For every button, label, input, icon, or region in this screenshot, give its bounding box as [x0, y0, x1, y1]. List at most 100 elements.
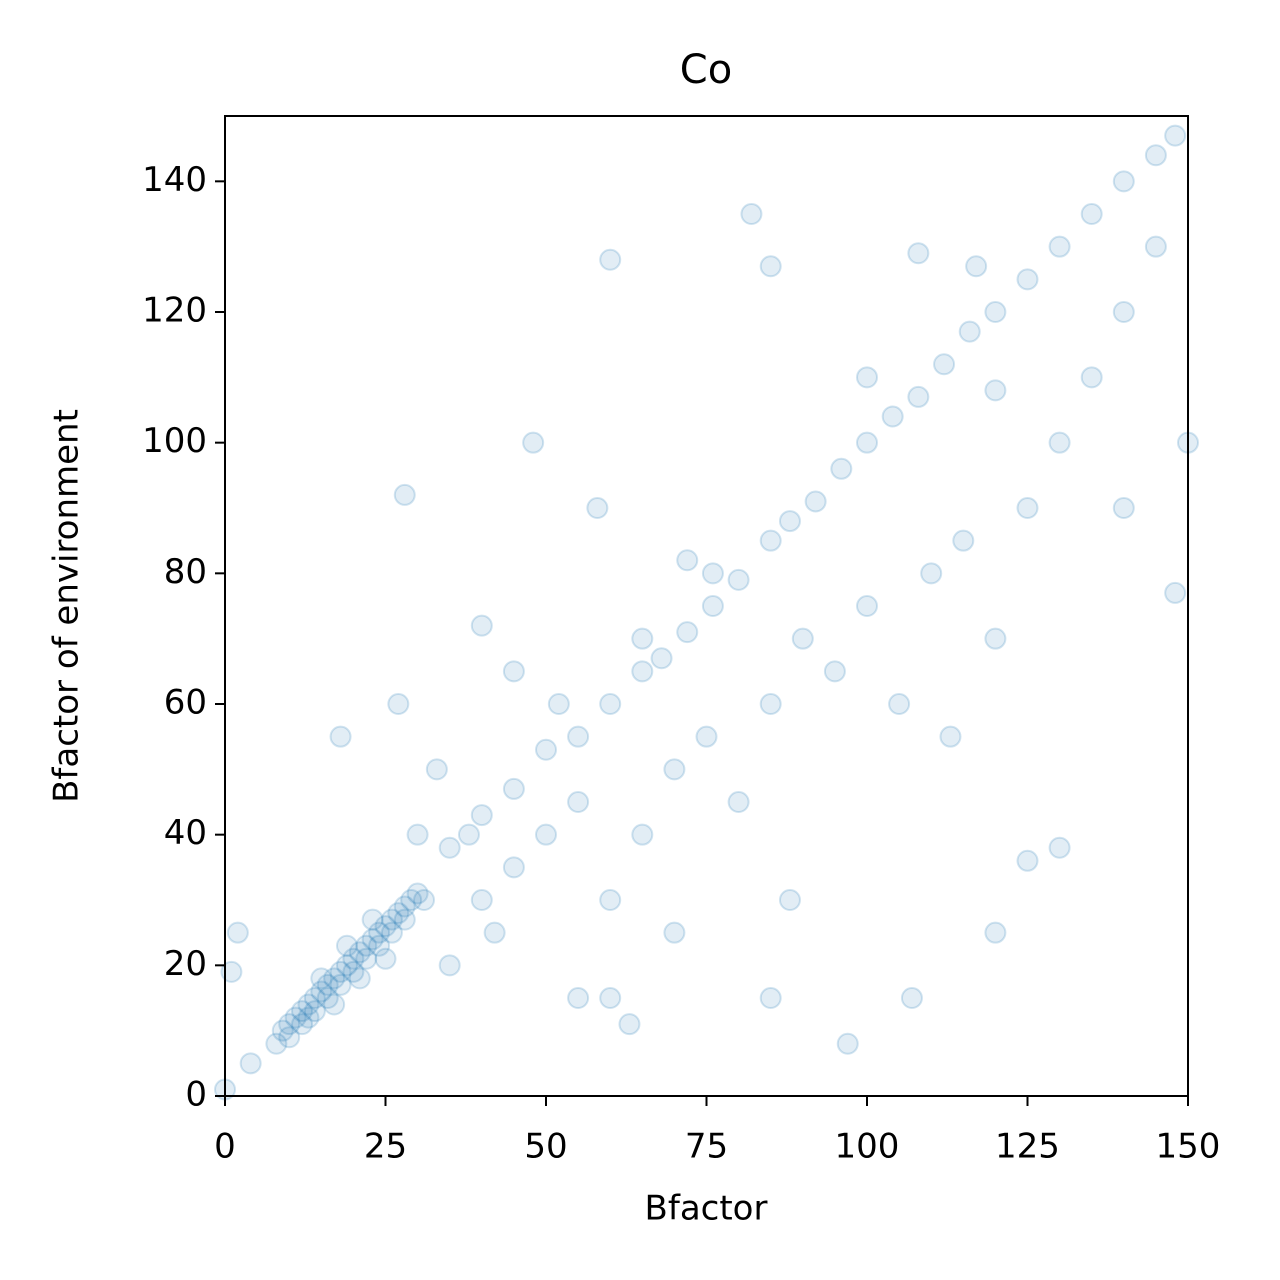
point: [368, 921, 391, 944]
point: [342, 960, 365, 983]
point: [393, 895, 416, 918]
point: [316, 973, 339, 996]
point: [920, 562, 943, 585]
point: [1112, 170, 1135, 193]
point: [984, 627, 1007, 650]
y-tick-label: 0: [185, 1075, 207, 1115]
point: [502, 660, 525, 683]
point: [618, 1013, 641, 1036]
point: [380, 908, 403, 931]
point: [387, 902, 410, 925]
point: [470, 614, 493, 637]
point: [425, 758, 448, 781]
point: [1048, 431, 1071, 454]
point: [856, 595, 878, 617]
point: [631, 627, 654, 650]
point: [1048, 235, 1071, 258]
point: [759, 255, 782, 278]
point: [888, 693, 911, 715]
point: [1112, 301, 1135, 323]
point: [586, 497, 609, 519]
point: [310, 967, 333, 990]
point: [631, 660, 654, 683]
point: [271, 1019, 294, 1042]
point: [759, 987, 782, 1009]
point: [676, 549, 699, 572]
x-tick-label: 125: [995, 1127, 1060, 1167]
y-tick-label: 100: [142, 421, 207, 461]
x-tick-label: 50: [524, 1127, 567, 1167]
y-tick-label: 20: [164, 944, 207, 984]
point: [329, 973, 352, 996]
point: [567, 725, 590, 748]
point: [291, 1013, 314, 1036]
point: [676, 621, 699, 644]
point: [406, 882, 429, 905]
point: [297, 993, 320, 1016]
point: [278, 1026, 301, 1049]
point: [856, 431, 878, 454]
point: [323, 993, 346, 1016]
point: [483, 921, 506, 944]
point: [323, 967, 346, 990]
point: [727, 568, 750, 591]
point: [1016, 497, 1039, 519]
y-tick-label: 80: [164, 552, 207, 592]
point: [438, 954, 461, 977]
x-axis-label: Bfactor: [645, 1189, 768, 1229]
point: [361, 908, 384, 931]
point: [907, 242, 930, 265]
x-tick-label: 100: [835, 1127, 900, 1167]
point: [297, 1006, 320, 1029]
point: [759, 529, 782, 552]
point: [778, 510, 801, 533]
point: [599, 248, 622, 271]
point: [348, 967, 371, 990]
point: [599, 987, 622, 1009]
point: [830, 457, 853, 480]
point: [335, 934, 358, 957]
point: [226, 921, 249, 944]
point: [804, 490, 827, 513]
point: [438, 836, 461, 859]
y-axis-label: Bfactor of environment: [47, 409, 87, 803]
point: [291, 1000, 314, 1023]
point: [567, 987, 590, 1009]
point: [1144, 144, 1167, 167]
point: [355, 947, 378, 970]
point: [470, 889, 493, 911]
point: [759, 693, 782, 715]
point: [310, 980, 333, 1003]
point: [502, 856, 525, 879]
point: [284, 1006, 307, 1029]
point: [701, 595, 724, 617]
point: [303, 1000, 326, 1023]
point: [368, 934, 391, 957]
point: [740, 203, 763, 225]
point: [599, 889, 622, 911]
y-tick-label: 60: [164, 683, 207, 723]
point: [413, 889, 436, 911]
point: [958, 320, 981, 343]
point: [335, 954, 358, 977]
point: [701, 562, 724, 585]
point: [663, 758, 686, 781]
point: [387, 693, 410, 715]
point: [329, 960, 352, 983]
point: [939, 725, 962, 748]
y-tick-label: 40: [164, 813, 207, 853]
point: [1144, 235, 1167, 258]
x-tick-label: 0: [214, 1127, 236, 1167]
point: [1164, 581, 1187, 604]
point: [329, 725, 352, 748]
point: [470, 804, 493, 827]
point: [1164, 124, 1187, 147]
point: [1080, 366, 1103, 389]
point: [393, 908, 416, 931]
point: [965, 255, 988, 278]
point: [727, 791, 750, 813]
point: [535, 738, 557, 761]
point: [933, 353, 956, 376]
point: [406, 823, 429, 846]
point: [393, 483, 416, 506]
